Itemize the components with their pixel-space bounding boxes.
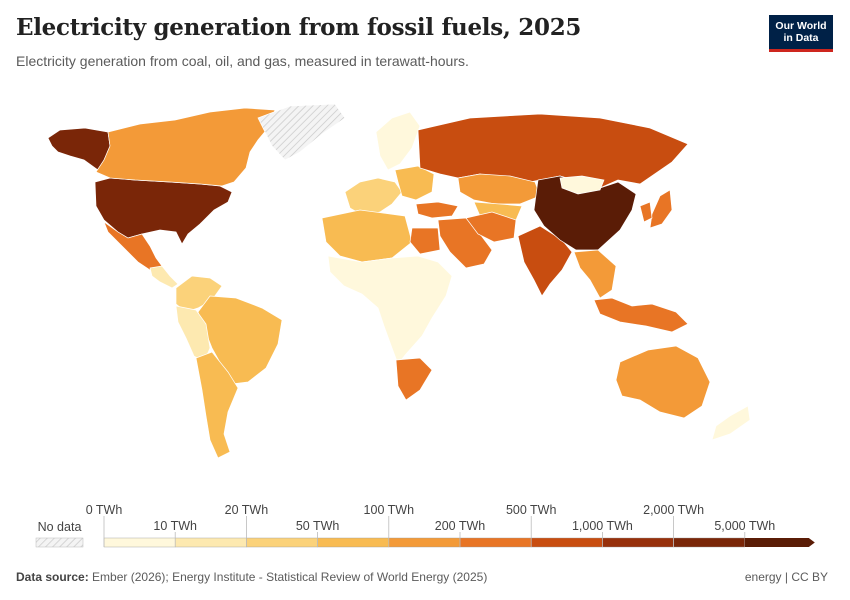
legend-label-4: 100 TWh xyxy=(364,503,415,517)
legend-swatch-4 xyxy=(388,537,461,548)
region-mongolia[interactable] xyxy=(559,175,605,195)
region-greenland[interactable] xyxy=(257,103,346,161)
region-egypt[interactable] xyxy=(409,227,441,255)
legend-label-3: 50 TWh xyxy=(296,519,340,533)
chart-title: Electricity generation from fossil fuels… xyxy=(16,14,582,41)
legend-swatch-0 xyxy=(103,537,176,548)
region-india[interactable] xyxy=(517,225,573,297)
legend-label-5: 200 TWh xyxy=(435,519,486,533)
region-new-zealand[interactable] xyxy=(711,405,751,441)
region-scandinavia[interactable] xyxy=(375,111,421,171)
legend-swatch-5 xyxy=(459,537,532,548)
legend-no-data-swatch xyxy=(35,537,84,548)
legend-label-0: 0 TWh xyxy=(86,503,123,517)
data-source-text: Ember (2026); Energy Institute - Statist… xyxy=(92,570,488,584)
region-western-europe[interactable] xyxy=(344,177,403,217)
region-sub-saharan-africa[interactable] xyxy=(327,255,453,365)
region-south-africa[interactable] xyxy=(395,357,433,401)
logo-line-2: in Data xyxy=(783,32,819,44)
legend-swatch-3 xyxy=(317,537,390,548)
world-map[interactable] xyxy=(0,100,850,480)
owid-logo[interactable]: Our World in Data xyxy=(769,15,833,52)
region-canada[interactable] xyxy=(95,107,276,187)
chart-subtitle: Electricity generation from coal, oil, a… xyxy=(16,53,469,69)
legend-label-8: 2,000 TWh xyxy=(643,503,704,517)
legend-no-data-label: No data xyxy=(38,520,82,534)
legend-swatch-last xyxy=(744,538,815,547)
region-north-africa[interactable] xyxy=(321,209,413,263)
legend-label-9: 5,000 TWh xyxy=(714,519,775,533)
data-source: Data source: Ember (2026); Energy Instit… xyxy=(16,570,487,584)
license-text: energy | CC BY xyxy=(744,570,828,584)
region-kazakhstan[interactable] xyxy=(457,173,541,205)
legend-swatch-8 xyxy=(673,537,745,548)
legend-swatch-1 xyxy=(174,537,247,548)
region-central-america[interactable] xyxy=(149,265,179,289)
region-australia[interactable] xyxy=(615,345,711,419)
region-turkey[interactable] xyxy=(415,201,459,219)
region-alaska[interactable] xyxy=(47,127,111,171)
region-argentina-chile[interactable] xyxy=(195,351,239,459)
legend-swatch-7 xyxy=(602,537,674,548)
region-indonesia[interactable] xyxy=(593,297,689,333)
legend-label-7: 1,000 TWh xyxy=(572,519,633,533)
region-iran[interactable] xyxy=(465,211,517,243)
region-southeast-asia[interactable] xyxy=(573,249,617,299)
legend-label-2: 20 TWh xyxy=(225,503,269,517)
legend-swatch-6 xyxy=(531,537,603,548)
legend-label-6: 500 TWh xyxy=(506,503,557,517)
region-japan[interactable] xyxy=(649,189,673,229)
legend-swatch-2 xyxy=(246,537,318,548)
logo-line-1: Our World xyxy=(775,20,827,32)
color-legend: No data 0 TWh 10 TWh 20 TWh 50 TWh 100 TWh 200… xyxy=(35,503,815,548)
data-source-label: Data source: xyxy=(16,570,89,584)
legend-label-1: 10 TWh xyxy=(153,519,197,533)
region-eastern-europe[interactable] xyxy=(394,165,435,201)
region-russia[interactable] xyxy=(417,113,689,189)
region-korea[interactable] xyxy=(639,201,653,223)
